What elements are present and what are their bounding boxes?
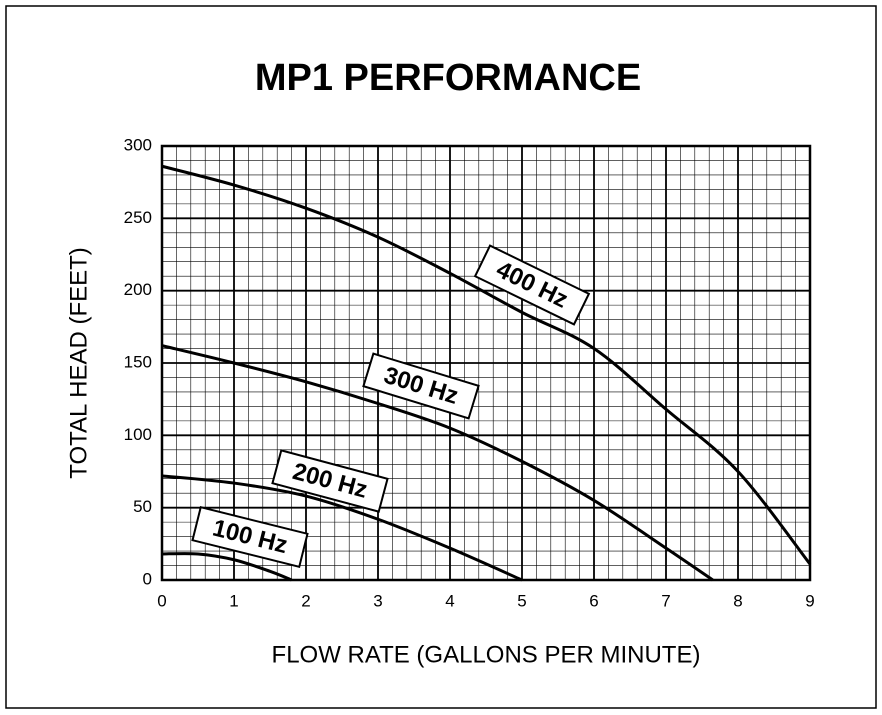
x-tick-label: 9 bbox=[805, 591, 814, 610]
curve-label-box bbox=[271, 449, 389, 513]
y-tick-label: 150 bbox=[124, 352, 152, 371]
curve-label-box bbox=[362, 352, 480, 420]
curve-label-box bbox=[191, 505, 309, 569]
y-tick-label: 50 bbox=[133, 497, 152, 516]
x-tick-label: 8 bbox=[733, 591, 742, 610]
y-tick-label: 250 bbox=[124, 208, 152, 227]
x-tick-label: 0 bbox=[157, 591, 166, 610]
x-tick-label: 4 bbox=[445, 591, 454, 610]
x-tick-label: 5 bbox=[517, 591, 526, 610]
y-tick-label: 100 bbox=[124, 425, 152, 444]
chart-title: MP1 PERFORMANCE bbox=[255, 57, 641, 99]
curve-label: 400 Hz bbox=[473, 244, 591, 326]
x-tick-label: 3 bbox=[373, 591, 382, 610]
x-tick-label: 6 bbox=[589, 591, 598, 610]
curve bbox=[161, 552, 293, 582]
curve-label-box bbox=[473, 244, 591, 326]
x-axis-label: FLOW RATE (GALLONS PER MINUTE) bbox=[272, 641, 701, 668]
y-tick-label: 200 bbox=[124, 280, 152, 299]
y-tick-label: 300 bbox=[124, 135, 152, 154]
x-tick-label: 1 bbox=[229, 591, 238, 610]
curve bbox=[161, 474, 523, 582]
curve bbox=[161, 344, 714, 582]
curve-label: 100 Hz bbox=[191, 505, 309, 569]
y-axis-label: TOTAL HEAD (FEET) bbox=[65, 247, 92, 479]
frame bbox=[5, 5, 877, 709]
y-tick-label: 0 bbox=[143, 569, 152, 588]
x-tick-label: 7 bbox=[661, 591, 670, 610]
plot-border bbox=[160, 144, 812, 582]
curve bbox=[161, 164, 812, 566]
x-tick-label: 2 bbox=[301, 591, 310, 610]
